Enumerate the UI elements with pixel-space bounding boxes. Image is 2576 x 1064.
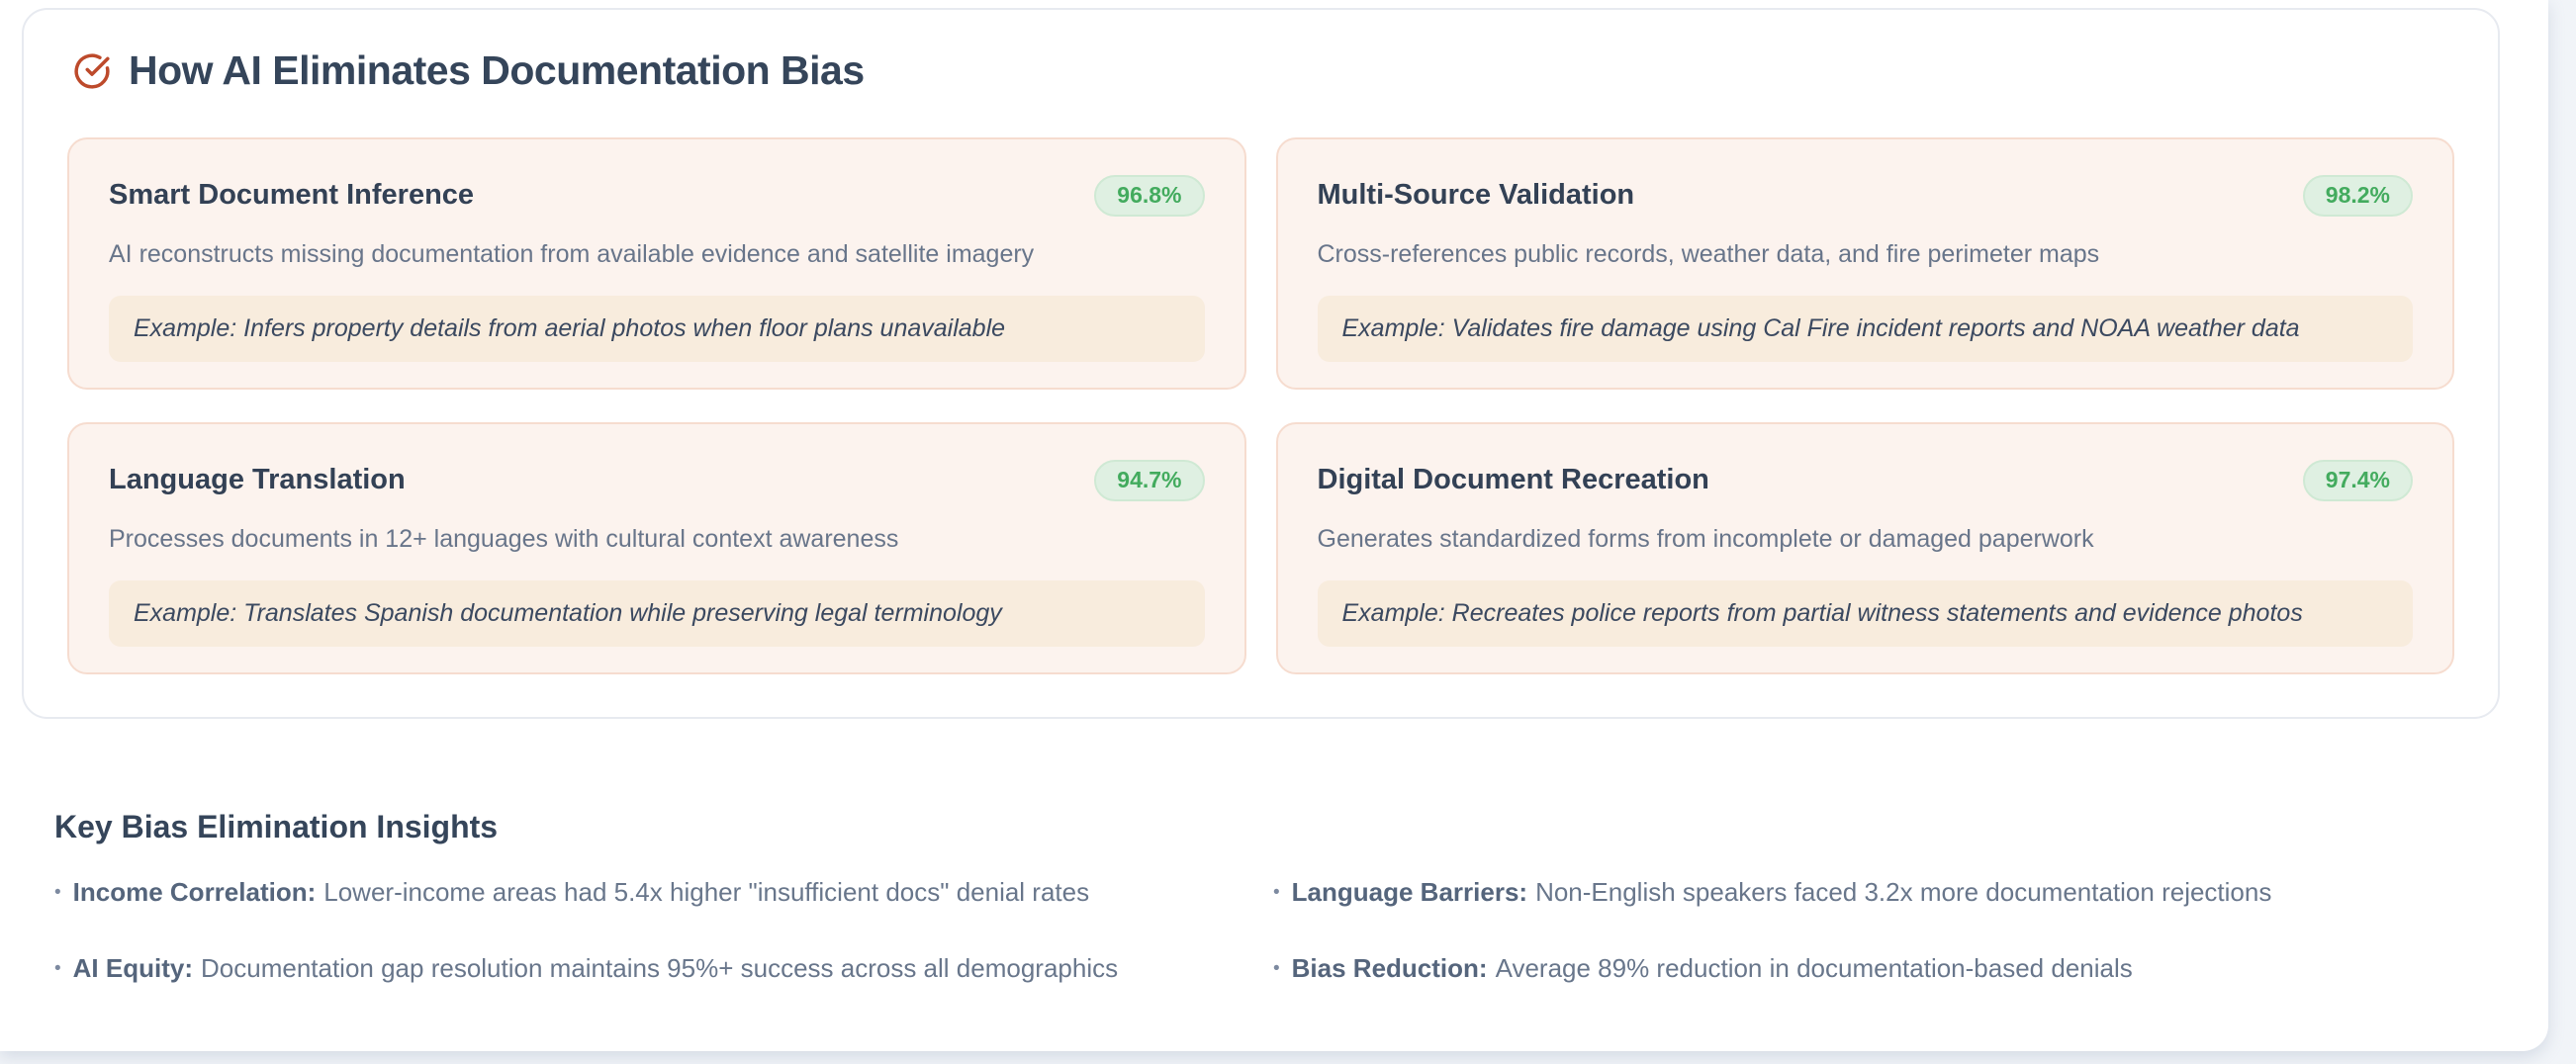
capability-cards-grid: Smart Document Inference 96.8% AI recons… [67, 137, 2454, 674]
accuracy-badge: 98.2% [2302, 175, 2413, 217]
card-title: Multi-Source Validation [1317, 179, 1635, 212]
insight-text: Average 89% reduction in documentation-b… [1495, 953, 2133, 984]
insight-language-barriers: • Language Barriers: Non-English speakers … [1273, 877, 2488, 908]
card-description: Generates standardized forms from incomp… [1317, 524, 2094, 553]
content-panel: How AI Eliminates Documentation Bias Sma… [0, 0, 2548, 1051]
bullet-icon: • [1273, 958, 1280, 980]
card-title: Smart Document Inference [109, 179, 475, 212]
card-title: Digital Document Recreation [1317, 464, 1709, 496]
insight-income-correlation: • Income Correlation: Lower-income areas h… [54, 877, 1273, 908]
insight-label: AI Equity: [72, 953, 193, 984]
accuracy-badge: 94.7% [1094, 460, 1205, 501]
capability-card-language-translation: Language Translation 94.7% Processes doc… [67, 422, 1246, 674]
insights-title: Key Bias Elimination Insights [54, 809, 499, 844]
ai-documentation-section: How AI Eliminates Documentation Bias Sma… [22, 8, 2500, 719]
card-header: Language Translation 94.7% [109, 460, 1205, 501]
accuracy-badge: 96.8% [1094, 175, 1205, 217]
capability-card-digital-document-recreation: Digital Document Recreation 97.4% Genera… [1275, 422, 2454, 674]
card-example: Example: Validates fire damage using Cal… [1317, 295, 2413, 362]
card-header: Digital Document Recreation 97.4% [1317, 460, 2413, 501]
insight-label: Bias Reduction: [1291, 953, 1488, 984]
card-example: Example: Recreates police reports from p… [1317, 579, 2413, 647]
card-example: Example: Translates Spanish documentatio… [109, 579, 1205, 647]
check-circle-icon [74, 53, 110, 88]
insight-bias-reduction: • Bias Reduction: Average 89% reduction in… [1273, 953, 2488, 984]
card-description: Cross-references public records, weather… [1317, 239, 2100, 268]
insight-text: Non-English speakers faced 3.2x more doc… [1535, 877, 2272, 907]
card-header: Smart Document Inference 96.8% [109, 175, 1205, 217]
card-example: Example: Infers property details from ae… [109, 295, 1205, 362]
key-insights-section: Key Bias Elimination Insights • Income Co… [54, 809, 2488, 984]
insights-grid: • Income Correlation: Lower-income areas h… [54, 877, 2488, 984]
card-title: Language Translation [109, 464, 406, 496]
capability-card-smart-document-inference: Smart Document Inference 96.8% AI recons… [67, 137, 1246, 390]
accuracy-badge: 97.4% [2302, 460, 2413, 501]
insight-label: Income Correlation: [72, 877, 317, 907]
section-header: How AI Eliminates Documentation Bias [73, 47, 2454, 94]
card-description: AI reconstructs missing documentation fr… [109, 239, 1035, 268]
bullet-icon: • [54, 882, 61, 903]
insight-text: Documentation gap resolution maintains 9… [201, 953, 1119, 984]
insight-label: Language Barriers: [1291, 877, 1528, 907]
capability-card-multi-source-validation: Multi-Source Validation 98.2% Cross-refe… [1275, 137, 2454, 390]
bullet-icon: • [1273, 882, 1280, 903]
card-header: Multi-Source Validation 98.2% [1317, 175, 2413, 217]
section-title: How AI Eliminates Documentation Bias [129, 47, 865, 93]
card-description: Processes documents in 12+ languages wit… [109, 524, 899, 553]
bullet-icon: • [54, 958, 61, 980]
insight-text: Lower-income areas had 5.4x higher "insu… [323, 877, 1090, 907]
insight-ai-equity: • AI Equity: Documentation gap resolution … [54, 953, 1273, 984]
